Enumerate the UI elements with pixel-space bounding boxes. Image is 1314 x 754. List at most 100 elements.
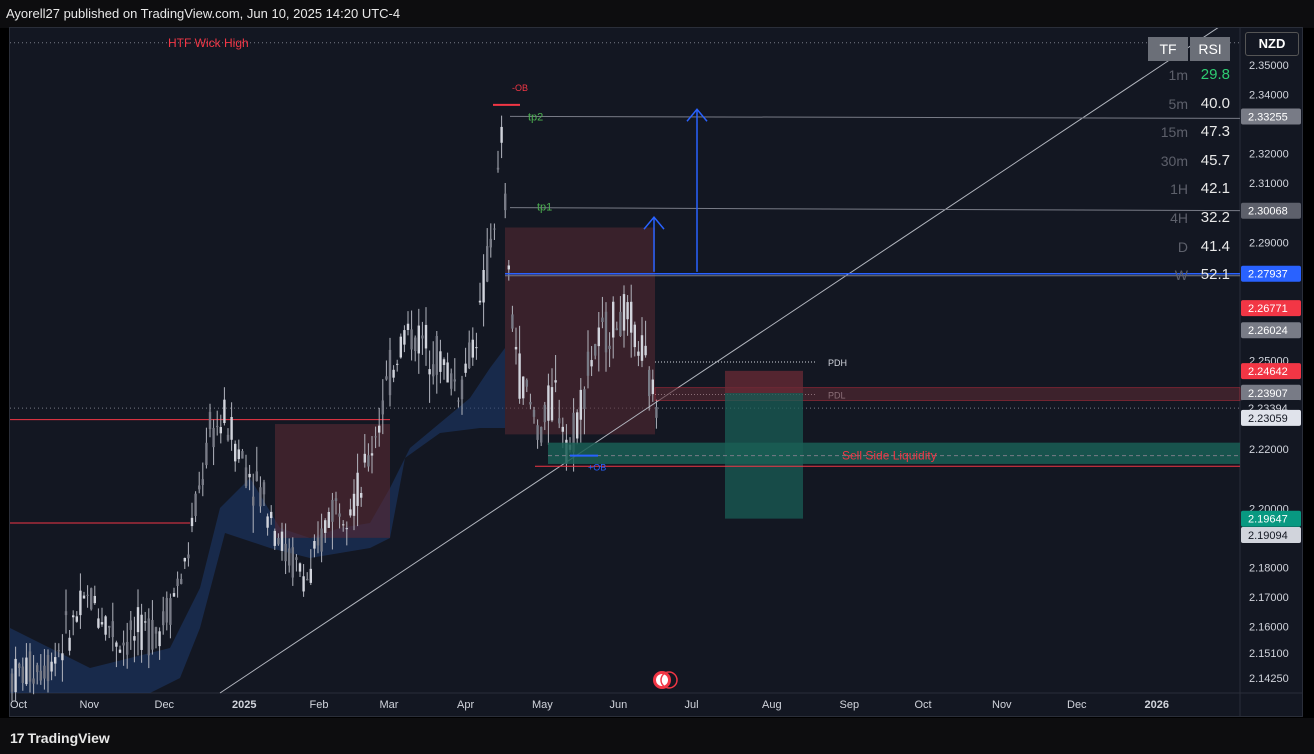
candle-body bbox=[446, 362, 449, 383]
price-chart[interactable]: HTF Wick High-OBtp2tp1PDHPDLSell Side Li… bbox=[10, 28, 1302, 716]
rsi-value: 42.1 bbox=[1200, 180, 1230, 198]
footer: 17 TradingView bbox=[0, 718, 1314, 754]
candle-body bbox=[583, 389, 586, 410]
candle-body bbox=[460, 379, 464, 400]
price-badge bbox=[1241, 409, 1301, 426]
candle-body bbox=[442, 359, 446, 365]
candle-body bbox=[511, 314, 514, 329]
trend-line[interactable] bbox=[219, 28, 1225, 694]
candle-body bbox=[320, 528, 323, 552]
news-event-icon-inner bbox=[656, 674, 668, 686]
candle-body bbox=[453, 379, 456, 382]
price-badge bbox=[1241, 510, 1301, 527]
candle-body bbox=[208, 411, 212, 430]
candle-body bbox=[270, 511, 273, 519]
candle-body bbox=[194, 493, 197, 517]
candle-body bbox=[345, 528, 348, 530]
candle-body bbox=[50, 661, 53, 672]
candle-body bbox=[28, 651, 32, 682]
candle-body bbox=[93, 595, 96, 604]
rsi-row: 15m 47.3 bbox=[1148, 118, 1230, 147]
price-badge-label: 2.19647 bbox=[1248, 514, 1288, 526]
candle-body bbox=[324, 520, 327, 533]
tp1-label: tp1 bbox=[537, 202, 552, 214]
candle-body bbox=[241, 451, 244, 459]
tradingview-logo-text: TradingView bbox=[27, 730, 110, 746]
candle-body bbox=[608, 345, 611, 350]
rsi-timeframe: 1H bbox=[1170, 181, 1188, 198]
rsi-value: 45.7 bbox=[1200, 151, 1230, 169]
candle-body bbox=[633, 324, 636, 348]
candle-body bbox=[255, 471, 258, 482]
sell-side-liquidity-zone[interactable] bbox=[548, 442, 1240, 464]
candle-body bbox=[374, 436, 377, 438]
rsi-value: 52.1 bbox=[1200, 266, 1230, 284]
candle-body bbox=[540, 426, 543, 443]
price-tick-label: 2.32000 bbox=[1249, 149, 1289, 161]
candle-body bbox=[597, 327, 600, 347]
price-badge-label: 2.23059 bbox=[1248, 413, 1288, 425]
time-tick-label: Dec bbox=[1067, 699, 1087, 711]
rsi-timeframe: D bbox=[1177, 238, 1188, 255]
rsi-value: 41.4 bbox=[1200, 237, 1230, 255]
price-badge-label: 2.27937 bbox=[1248, 269, 1288, 281]
price-badge bbox=[1241, 265, 1301, 282]
candle-body bbox=[64, 611, 68, 616]
candle-body bbox=[273, 530, 276, 546]
candle-body bbox=[147, 618, 150, 656]
candle-body bbox=[90, 588, 93, 610]
candle-body bbox=[514, 346, 518, 350]
sell-side-liquidity-label: Sell Side Liquidity bbox=[842, 449, 937, 463]
time-tick-label: Dec bbox=[155, 699, 175, 711]
candle-body bbox=[97, 618, 100, 628]
time-tick-label: Jul bbox=[685, 699, 699, 711]
tf-header: TF bbox=[1148, 37, 1188, 61]
time-tick-label: Oct bbox=[915, 699, 932, 711]
candle-body bbox=[36, 665, 39, 673]
rsi-row: 4H 32.2 bbox=[1148, 204, 1230, 233]
rsi-value: 29.8 bbox=[1200, 66, 1230, 83]
candle-body bbox=[626, 302, 629, 320]
candle-body bbox=[637, 351, 640, 356]
rsi-row: D 41.4 bbox=[1148, 233, 1230, 262]
time-tick-label: 2025 bbox=[232, 699, 256, 711]
candle-body bbox=[108, 625, 111, 628]
candle-body bbox=[450, 373, 453, 389]
candle-body bbox=[39, 670, 42, 681]
candle-body bbox=[576, 412, 579, 439]
candle-body bbox=[500, 126, 503, 143]
candle-body bbox=[619, 311, 622, 336]
candle-body bbox=[439, 351, 442, 372]
candle-body bbox=[57, 650, 60, 652]
position-risk-zone[interactable] bbox=[725, 370, 803, 394]
candle-body bbox=[428, 369, 431, 375]
candle-body bbox=[82, 595, 86, 599]
currency-button[interactable]: NZD bbox=[1245, 32, 1299, 56]
candle-body bbox=[46, 654, 50, 682]
candle-body bbox=[615, 328, 618, 331]
candle-body bbox=[572, 412, 575, 453]
tradingview-logo[interactable]: 17 TradingView bbox=[10, 730, 110, 746]
chart-pane[interactable]: HTF Wick High-OBtp2tp1PDHPDLSell Side Li… bbox=[9, 27, 1303, 717]
rsi-value: 40.0 bbox=[1200, 94, 1230, 112]
candle-body bbox=[111, 621, 114, 638]
candle-body bbox=[457, 400, 460, 402]
candle-body bbox=[226, 434, 230, 441]
price-badge bbox=[1241, 363, 1301, 380]
price-tick-label: 2.34000 bbox=[1249, 90, 1289, 102]
minus-ob-label: -OB bbox=[512, 83, 528, 93]
price-tick-label: 2.14250 bbox=[1249, 673, 1289, 685]
candle-body bbox=[640, 335, 644, 361]
chart-background bbox=[10, 28, 1302, 716]
rsi-timeframe: 5m bbox=[1168, 95, 1188, 112]
candle-body bbox=[421, 335, 424, 339]
candle-body bbox=[432, 364, 435, 377]
price-badge bbox=[1241, 202, 1301, 219]
rsi-timeframe: 30m bbox=[1160, 152, 1188, 169]
time-tick-label: Mar bbox=[380, 699, 399, 711]
candle-body bbox=[630, 301, 633, 333]
candle-body bbox=[417, 325, 420, 354]
candle-body bbox=[370, 453, 374, 456]
candle-body bbox=[381, 400, 384, 415]
price-tick-label: 2.18000 bbox=[1249, 562, 1289, 574]
